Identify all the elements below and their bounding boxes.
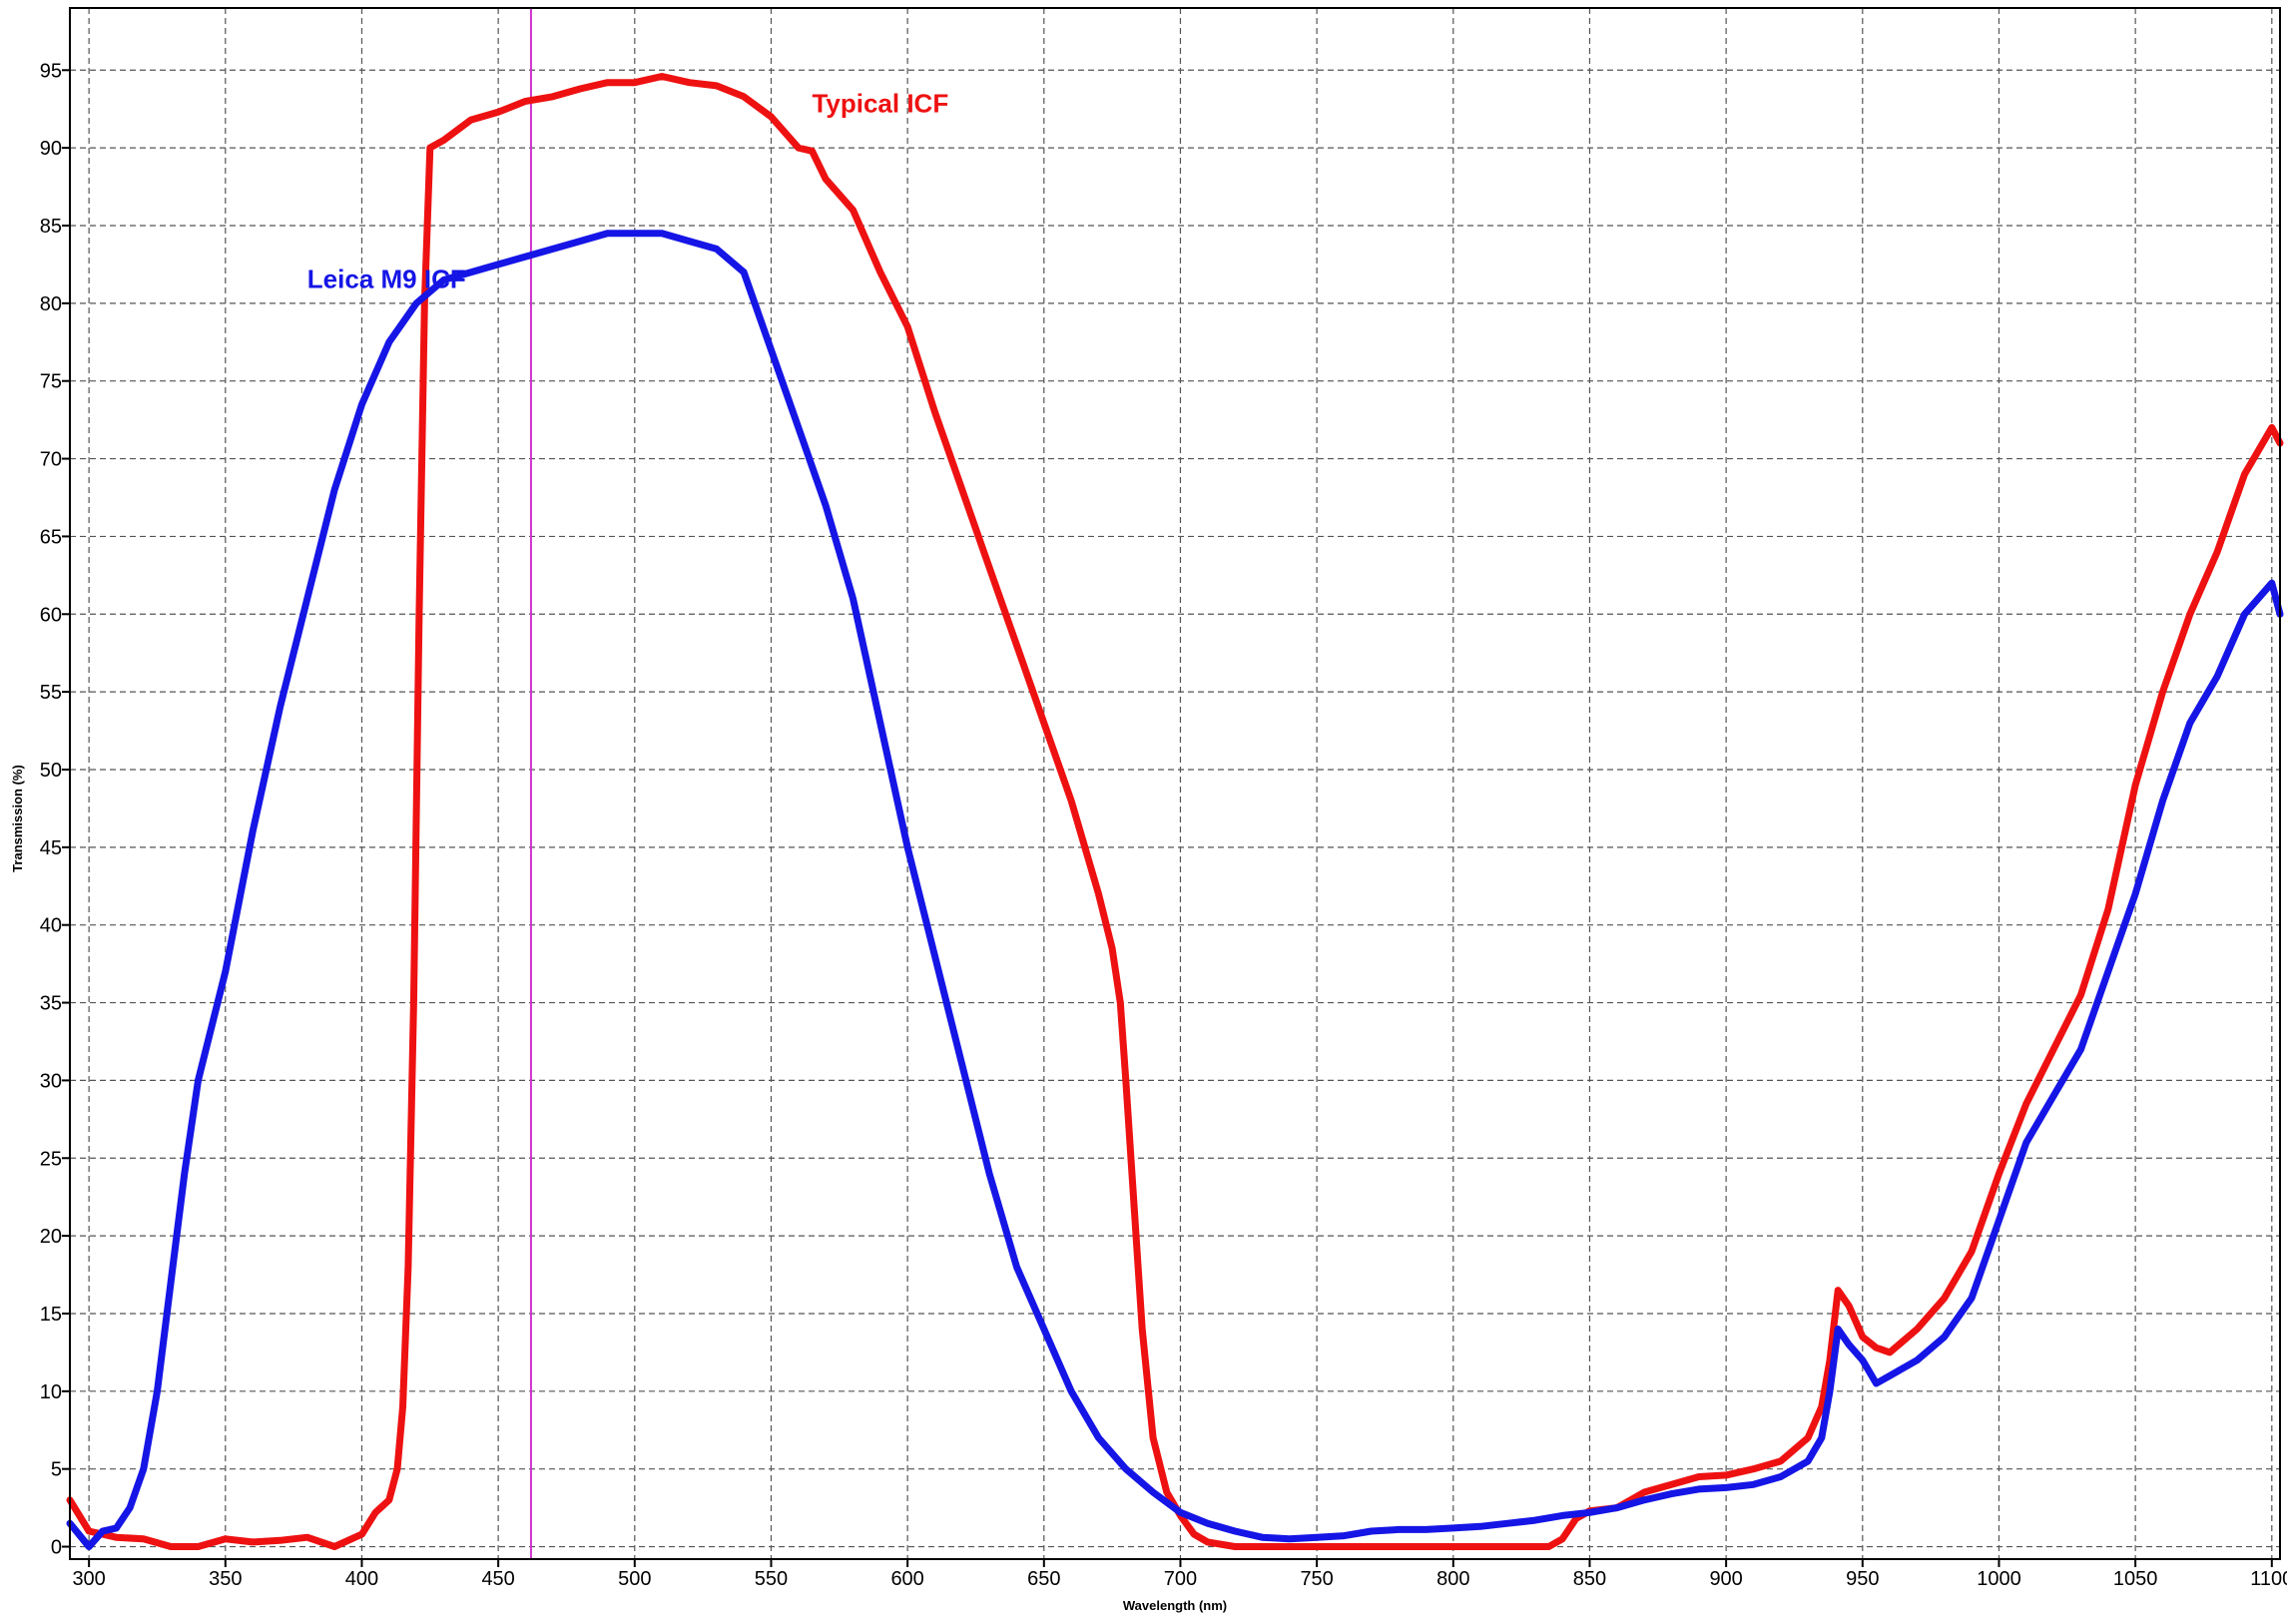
x-tick-label-650: 650 xyxy=(1027,1568,1060,1590)
x-tick-label-900: 900 xyxy=(1709,1568,1742,1590)
x-tick-label-600: 600 xyxy=(890,1568,923,1590)
x-tick-label-300: 300 xyxy=(72,1568,105,1590)
y-tick-label-5: 5 xyxy=(51,1459,62,1481)
y-tick-label-35: 35 xyxy=(40,993,62,1015)
y-tick-label-80: 80 xyxy=(40,293,62,315)
x-tick-label-550: 550 xyxy=(755,1568,788,1590)
y-tick-label-0: 0 xyxy=(51,1537,62,1559)
y-tick-label-20: 20 xyxy=(40,1226,62,1248)
y-tick-label-30: 30 xyxy=(40,1070,62,1092)
y-tick-label-25: 25 xyxy=(40,1148,62,1170)
x-axis-label: Wavelength (nm) xyxy=(1123,1598,1227,1613)
series-layer xyxy=(66,73,2284,1550)
x-tick-label-1000: 1000 xyxy=(1977,1568,2021,1590)
y-tick-label-70: 70 xyxy=(40,449,62,471)
plot-border xyxy=(69,7,2281,1560)
plot-background xyxy=(70,8,2280,1559)
x-tick-label-700: 700 xyxy=(1164,1568,1197,1590)
x-tick-label-800: 800 xyxy=(1436,1568,1469,1590)
x-tick-labels: 300 350 400 450 500 550 600 650 700 750 800 850 900 9… xyxy=(72,1568,2287,1590)
y-tick-label-65: 65 xyxy=(40,526,62,548)
x-tick-label-350: 350 xyxy=(209,1568,242,1590)
x-tick-label-950: 950 xyxy=(1846,1568,1879,1590)
y-axis-label: Transmission (%) xyxy=(10,765,25,872)
x-tick-label-750: 750 xyxy=(1300,1568,1333,1590)
y-tick-label-45: 45 xyxy=(40,837,62,859)
y-tick-label-85: 85 xyxy=(40,216,62,238)
y-tick-label-50: 50 xyxy=(40,760,62,782)
plot-frame xyxy=(62,7,2281,1567)
x-tick-label-1050: 1050 xyxy=(2113,1568,2158,1590)
x-tick-label-450: 450 xyxy=(481,1568,514,1590)
y-tick-label-60: 60 xyxy=(40,604,62,626)
y-tick-label-15: 15 xyxy=(40,1304,62,1326)
series-labels: Typical ICF Leica M9 ICF xyxy=(307,88,948,293)
series-label-typical-icf: Typical ICF xyxy=(812,88,948,118)
y-tick-label-10: 10 xyxy=(40,1381,62,1403)
y-tick-label-90: 90 xyxy=(40,138,62,160)
y-tick-label-95: 95 xyxy=(40,60,62,82)
x-tick-label-850: 850 xyxy=(1573,1568,1606,1590)
y-tick-label-40: 40 xyxy=(40,915,62,937)
x-tick-label-400: 400 xyxy=(345,1568,378,1590)
y-tick-labels: 0 5 10 15 20 25 30 35 40 45 50 55 60 65 70 75 80 85 90 95 xyxy=(40,60,62,1558)
x-tick-label-1100: 1100 xyxy=(2250,1568,2287,1590)
series-line-typical-icf xyxy=(66,73,2284,1550)
series-line-leica-m9-icf xyxy=(66,230,2284,1550)
gridlines xyxy=(70,8,2280,1559)
series-label-leica-m9-icf: Leica M9 ICF xyxy=(307,264,466,293)
x-tick-label-500: 500 xyxy=(618,1568,651,1590)
y-tick-label-75: 75 xyxy=(40,371,62,393)
y-tick-label-55: 55 xyxy=(40,682,62,704)
